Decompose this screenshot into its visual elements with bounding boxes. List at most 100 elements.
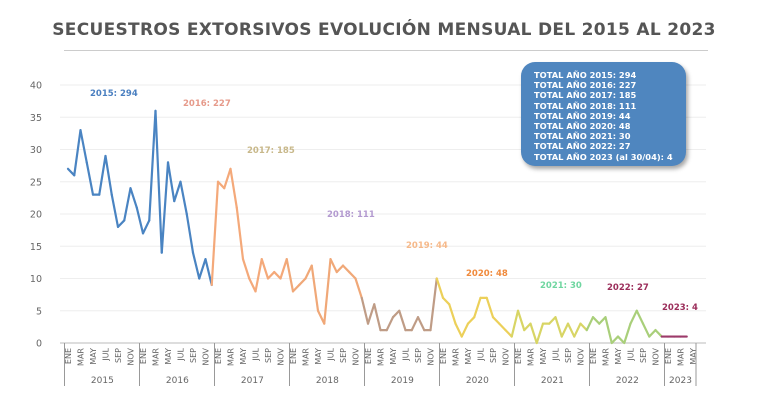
x-tick-label: MAY <box>539 348 548 365</box>
annotation-label: 2015: 294 <box>90 89 138 99</box>
data-segment <box>210 180 220 287</box>
data-segment <box>491 316 501 325</box>
data-segment <box>554 316 563 338</box>
data-segment <box>323 258 332 325</box>
data-segment <box>179 180 188 216</box>
x-tick-label: JUL <box>477 347 486 361</box>
y-tick-label: 35 <box>30 113 42 124</box>
data-segment <box>148 109 157 222</box>
data-segment <box>66 167 76 177</box>
data-segment <box>566 322 576 338</box>
annotation-label: 2022: 27 <box>607 283 649 293</box>
data-segment <box>360 296 370 325</box>
x-tick-label: ENE <box>664 348 673 364</box>
x-tick-label: NOV <box>352 347 361 365</box>
total-line: TOTAL AÑO 2022: 27 <box>534 141 631 152</box>
x-tick-label: SEP <box>339 348 348 363</box>
data-segment <box>410 316 420 332</box>
data-segment <box>260 258 270 280</box>
x-tick-label: SEP <box>489 348 498 363</box>
data-segment <box>348 270 357 280</box>
data-segment <box>335 264 345 274</box>
data-segment <box>173 180 182 203</box>
x-tick-label: NOV <box>277 347 286 365</box>
annotation-label: 2021: 30 <box>540 281 582 291</box>
total-line: TOTAL AÑO 2015: 294 <box>534 70 637 80</box>
y-tick-label: 20 <box>30 210 42 221</box>
x-tick-label: MAY <box>614 348 623 365</box>
annotation-label: 2019: 44 <box>406 241 448 251</box>
data-segment <box>248 277 257 293</box>
data-segment <box>98 154 107 196</box>
data-segment <box>341 264 351 274</box>
x-tick-label: SEP <box>639 348 648 363</box>
x-tick-label: JUL <box>327 347 336 361</box>
year-label: 2020 <box>466 376 489 386</box>
x-tick-label: MAY <box>314 348 323 365</box>
data-segment <box>466 316 476 325</box>
data-segment <box>598 316 607 325</box>
x-tick-label: ENE <box>139 348 148 364</box>
data-segment <box>185 212 195 254</box>
data-segment <box>585 316 595 332</box>
data-segment <box>123 187 132 222</box>
data-segment <box>460 322 470 338</box>
annotation-label: 2016: 227 <box>183 99 231 109</box>
x-tick-label: NOV <box>127 347 136 365</box>
x-tick-label: JUL <box>252 347 261 361</box>
data-segment <box>448 303 457 325</box>
data-segment <box>241 258 251 280</box>
x-tick-label: ENE <box>214 348 223 364</box>
data-segment <box>629 309 638 325</box>
year-label: 2016 <box>166 376 189 386</box>
x-tick-label: ENE <box>439 348 448 364</box>
x-tick-label: MAR <box>302 348 311 366</box>
x-tick-label: MAY <box>239 348 248 365</box>
annotation-label: 2017: 185 <box>247 146 295 156</box>
x-tick-label: MAY <box>464 348 473 365</box>
x-tick-label: JUL <box>627 347 636 361</box>
data-segment <box>391 309 401 319</box>
data-segment <box>398 309 407 332</box>
x-tick-label: JUL <box>552 347 561 361</box>
data-segment <box>129 187 138 209</box>
y-tick-label: 0 <box>36 339 42 350</box>
data-segment <box>616 335 626 345</box>
total-line: TOTAL AÑO 2018: 111 <box>534 100 637 111</box>
data-segment <box>298 277 307 287</box>
data-segment <box>610 335 620 345</box>
data-segment <box>304 264 313 280</box>
data-segment <box>291 283 301 293</box>
total-line: TOTAL AÑO 2023 (al 30/04): 4 <box>534 151 673 162</box>
data-segment <box>154 109 163 254</box>
x-tick-label: MAY <box>164 348 173 365</box>
data-segment <box>354 277 363 299</box>
data-segment <box>79 129 88 164</box>
data-segment <box>654 329 663 338</box>
x-tick-label: MAR <box>452 348 461 366</box>
x-tick-label: ENE <box>364 348 373 364</box>
data-segment <box>235 206 245 261</box>
data-segment <box>441 296 451 306</box>
data-segment <box>454 322 463 338</box>
total-line: TOTAL AÑO 2021: 30 <box>534 131 631 142</box>
data-segment <box>591 316 601 325</box>
data-segment <box>110 193 120 228</box>
data-segment <box>204 258 213 287</box>
x-tick-label: MAR <box>377 348 386 366</box>
data-segment <box>316 309 326 325</box>
data-segment <box>548 316 557 325</box>
x-tick-label: JUL <box>102 347 111 361</box>
data-segment <box>329 258 338 274</box>
data-segment <box>141 219 151 235</box>
title-divider <box>64 50 708 51</box>
x-tick-label: ENE <box>589 348 598 364</box>
data-segment <box>285 258 295 293</box>
y-tick-label: 15 <box>30 242 42 253</box>
x-tick-label: MAR <box>602 348 611 366</box>
x-tick-label: JUL <box>402 347 411 361</box>
data-segment <box>498 322 507 332</box>
x-tick-label: NOV <box>427 347 436 365</box>
data-segment <box>116 219 126 228</box>
